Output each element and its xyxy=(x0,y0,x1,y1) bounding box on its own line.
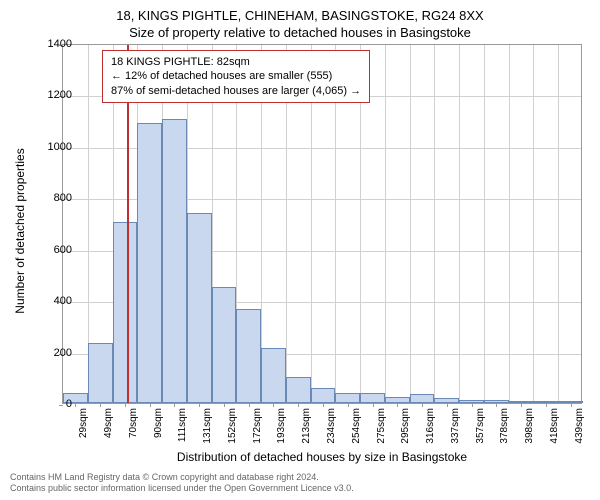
histogram-bar xyxy=(360,393,385,403)
x-tick-label: 131sqm xyxy=(202,408,213,450)
x-tick xyxy=(100,403,101,407)
y-tick-label: 0 xyxy=(32,398,72,410)
histogram-bar xyxy=(187,213,212,403)
histogram-bar xyxy=(286,377,311,403)
x-tick-label: 378sqm xyxy=(499,408,510,450)
x-tick-label: 70sqm xyxy=(128,408,139,450)
histogram-bar xyxy=(137,123,162,403)
histogram-bar xyxy=(410,394,435,403)
x-tick xyxy=(348,403,349,407)
y-tick-label: 800 xyxy=(32,192,72,204)
x-tick xyxy=(422,403,423,407)
gridline-v xyxy=(509,45,510,403)
x-tick-label: 213sqm xyxy=(301,408,312,450)
x-axis-label: Distribution of detached houses by size … xyxy=(62,450,582,464)
y-tick-label: 400 xyxy=(32,295,72,307)
x-tick xyxy=(447,403,448,407)
gridline-v xyxy=(533,45,534,403)
x-tick xyxy=(125,403,126,407)
histogram-bar xyxy=(533,401,558,403)
x-tick-label: 29sqm xyxy=(78,408,89,450)
gridline-v xyxy=(484,45,485,403)
histogram-bar xyxy=(558,401,583,403)
x-tick-label: 337sqm xyxy=(450,408,461,450)
legend-line-0: 18 KINGS PIGHTLE: 82sqm xyxy=(111,55,361,69)
y-tick-label: 1400 xyxy=(32,38,72,50)
legend-box: 18 KINGS PIGHTLE: 82sqm← 12% of detached… xyxy=(102,50,370,103)
x-tick xyxy=(75,403,76,407)
chart-container: 18, KINGS PIGHTLE, CHINEHAM, BASINGSTOKE… xyxy=(0,0,600,500)
x-tick-label: 152sqm xyxy=(227,408,238,450)
x-tick xyxy=(150,403,151,407)
y-axis-label-wrap: Number of detached properties xyxy=(10,44,30,404)
x-tick xyxy=(174,403,175,407)
x-tick xyxy=(373,403,374,407)
x-tick-label: 172sqm xyxy=(252,408,263,450)
footer-attribution: Contains HM Land Registry data © Crown c… xyxy=(10,472,354,494)
x-tick-label: 295sqm xyxy=(400,408,411,450)
gridline-v xyxy=(459,45,460,403)
x-tick xyxy=(323,403,324,407)
chart-title-line1: 18, KINGS PIGHTLE, CHINEHAM, BASINGSTOKE… xyxy=(0,8,600,23)
legend-line-1: ← 12% of detached houses are smaller (55… xyxy=(111,69,361,83)
x-tick-label: 316sqm xyxy=(425,408,436,450)
x-tick xyxy=(472,403,473,407)
gridline-v xyxy=(410,45,411,403)
y-tick-label: 1000 xyxy=(32,141,72,153)
x-tick xyxy=(496,403,497,407)
footer-line2: Contains public sector information licen… xyxy=(10,483,354,494)
x-tick-label: 398sqm xyxy=(524,408,535,450)
histogram-bar xyxy=(385,397,410,403)
x-tick xyxy=(521,403,522,407)
x-tick-label: 254sqm xyxy=(351,408,362,450)
x-tick xyxy=(224,403,225,407)
histogram-bar xyxy=(434,398,459,403)
x-tick xyxy=(546,403,547,407)
chart-title-line2: Size of property relative to detached ho… xyxy=(0,25,600,40)
y-tick-label: 600 xyxy=(32,244,72,256)
histogram-bar xyxy=(212,287,237,403)
y-axis-label: Number of detached properties xyxy=(13,81,27,381)
x-tick-label: 90sqm xyxy=(153,408,164,450)
footer-line1: Contains HM Land Registry data © Crown c… xyxy=(10,472,354,483)
y-tick-label: 1200 xyxy=(32,89,72,101)
legend-line-2: 87% of semi-detached houses are larger (… xyxy=(111,84,361,98)
x-tick xyxy=(199,403,200,407)
histogram-bar xyxy=(484,400,509,403)
x-tick xyxy=(273,403,274,407)
x-tick-label: 234sqm xyxy=(326,408,337,450)
histogram-bar xyxy=(162,119,187,403)
x-tick xyxy=(298,403,299,407)
histogram-bar xyxy=(311,388,336,403)
x-tick-label: 193sqm xyxy=(276,408,287,450)
x-tick-label: 357sqm xyxy=(475,408,486,450)
gridline-v xyxy=(558,45,559,403)
histogram-bar xyxy=(509,401,534,403)
histogram-bar xyxy=(459,400,484,403)
x-tick-label: 111sqm xyxy=(177,408,188,450)
x-tick-label: 49sqm xyxy=(103,408,114,450)
x-tick xyxy=(397,403,398,407)
x-tick xyxy=(249,403,250,407)
x-tick xyxy=(571,403,572,407)
gridline-v xyxy=(434,45,435,403)
x-tick-label: 418sqm xyxy=(549,408,560,450)
histogram-bar xyxy=(236,309,261,403)
histogram-bar xyxy=(261,348,286,403)
histogram-bar xyxy=(335,393,360,403)
y-tick-label: 200 xyxy=(32,347,72,359)
gridline-v xyxy=(385,45,386,403)
x-tick-label: 275sqm xyxy=(376,408,387,450)
histogram-bar xyxy=(113,222,138,403)
histogram-bar xyxy=(88,343,113,403)
x-tick-label: 439sqm xyxy=(574,408,585,450)
